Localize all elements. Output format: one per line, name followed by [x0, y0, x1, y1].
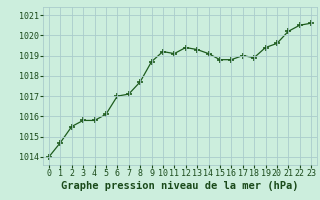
- X-axis label: Graphe pression niveau de la mer (hPa): Graphe pression niveau de la mer (hPa): [61, 181, 299, 191]
